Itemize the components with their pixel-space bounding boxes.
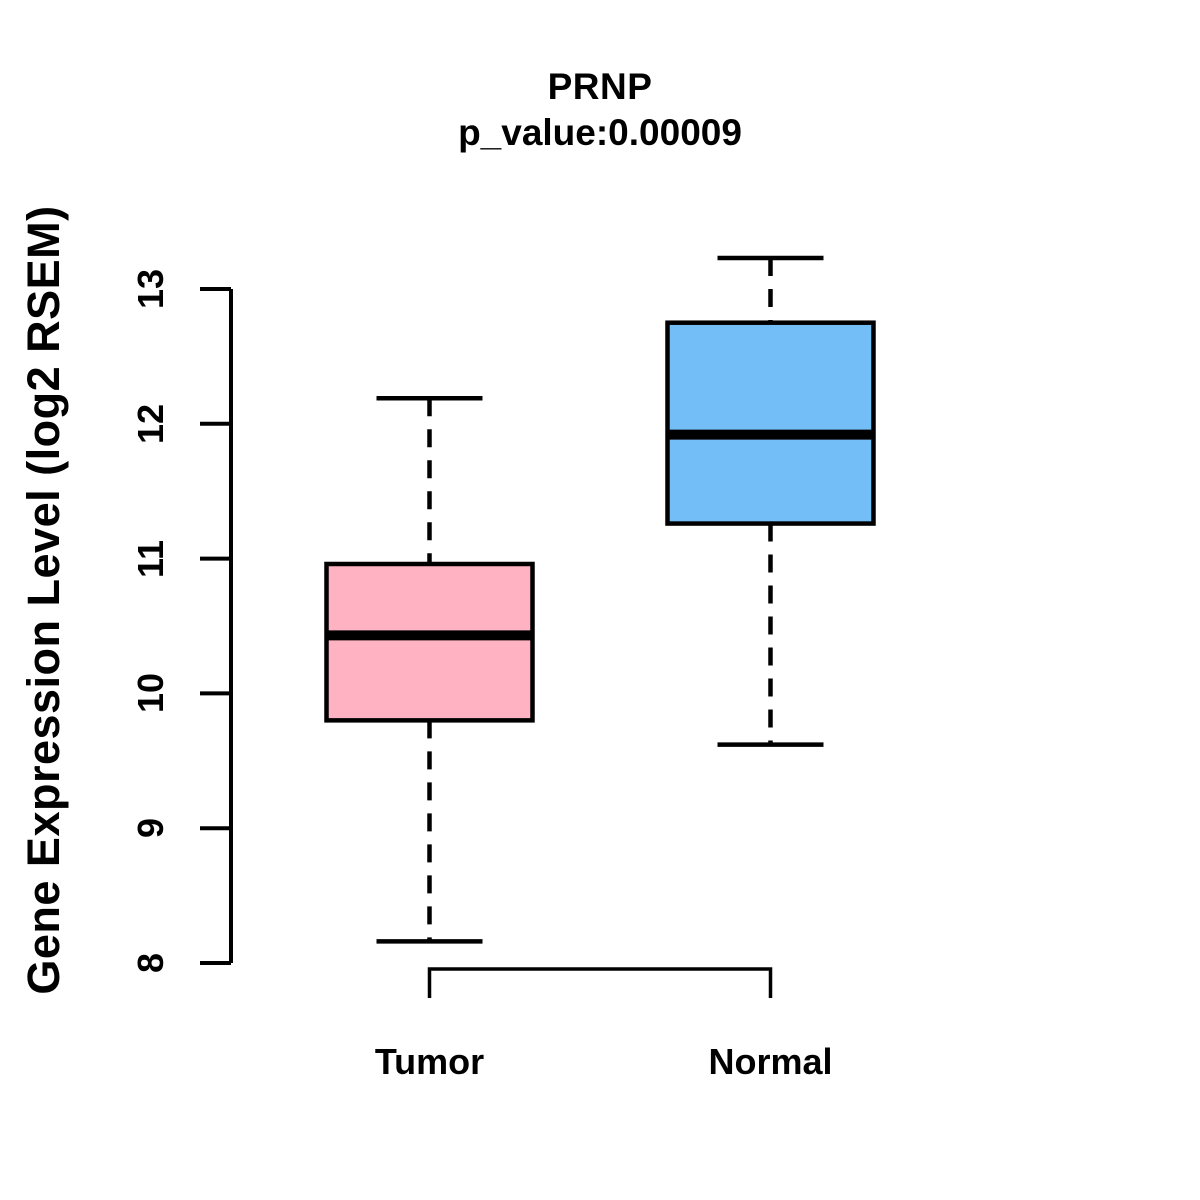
x-category-label-normal: Normal bbox=[708, 1041, 833, 1082]
x-axis-bracket bbox=[427, 967, 773, 998]
y-tick-label-10: 10 bbox=[130, 673, 171, 714]
y-tick-label-9: 9 bbox=[130, 818, 171, 839]
y-tick-label-12: 12 bbox=[130, 403, 171, 444]
tumor-iqr-box bbox=[324, 561, 535, 723]
y-tick-label-13: 13 bbox=[130, 268, 171, 310]
normal-iqr-box bbox=[665, 320, 876, 526]
chart-title: PRNP bbox=[547, 66, 653, 107]
chart-pvalue-subtitle: p_value:0.00009 bbox=[458, 112, 742, 153]
y-tick-label-11: 11 bbox=[130, 539, 171, 578]
x-category-label-tumor: Tumor bbox=[374, 1041, 485, 1082]
chart-title-block: PRNP p_value:0.00009 bbox=[300, 64, 900, 156]
y-tick-label-8: 8 bbox=[130, 952, 171, 974]
